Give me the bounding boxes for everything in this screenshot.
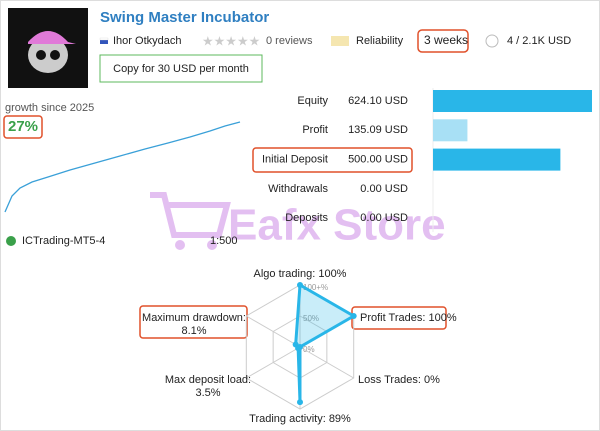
stat-label: Deposits	[285, 212, 328, 224]
stat-label: Profit	[302, 124, 328, 136]
radar-label: Profit Trades: 100%	[360, 312, 457, 324]
radar-point	[297, 282, 303, 288]
verified-icon	[6, 236, 16, 246]
stat-bar	[433, 148, 561, 171]
subscribers: 4 / 2.1K USD	[507, 35, 571, 47]
radar-point	[292, 341, 299, 348]
radar-point	[350, 313, 357, 319]
radar-label: 3.5%	[195, 387, 220, 399]
flag	[100, 38, 108, 44]
radar-spoke	[299, 346, 354, 379]
rating-stars: ★★★★★	[202, 33, 260, 48]
avatar-eye	[50, 50, 60, 60]
stat-label: Initial Deposit	[262, 154, 328, 166]
highlight-box	[3, 115, 43, 139]
cart-wheel	[175, 240, 185, 250]
stat-value: 624.10 USD	[348, 95, 408, 107]
avatar-cap	[28, 31, 76, 44]
radar-label: 8.1%	[181, 325, 206, 337]
signal-age: 3 weeks	[424, 33, 468, 47]
stat-bar	[433, 119, 468, 142]
stat-label: Equity	[297, 95, 328, 107]
radar-label: Max deposit load:	[165, 374, 251, 386]
server[interactable]: ICTrading-MT5-4	[22, 235, 105, 247]
stat-value: 0.00 USD	[360, 212, 408, 224]
signal-title[interactable]: Swing Master Incubator	[100, 9, 269, 26]
watermark-text: Eafx Store	[228, 201, 446, 250]
copy-button[interactable]	[99, 54, 263, 83]
growth-line	[4, 121, 241, 213]
radar-label: Maximum drawdown:	[142, 312, 246, 324]
avatar-skull	[28, 37, 68, 73]
copy-button-label[interactable]: Copy for 30 USD per month	[113, 63, 249, 75]
avatar-eye	[36, 50, 46, 60]
radar-point	[297, 399, 303, 406]
highlight-box	[139, 305, 248, 339]
author[interactable]: Ihor Otkydach	[113, 35, 181, 47]
stat-value: 0.00 USD	[360, 183, 408, 195]
cart-wheel	[207, 240, 217, 250]
leverage: 1:500	[210, 235, 238, 247]
subscribers-icon	[485, 34, 499, 48]
reliability-icon	[331, 36, 349, 46]
radar-tick-label: 100+%	[303, 283, 328, 292]
cart-icon	[150, 192, 231, 238]
stat-value: 500.00 USD	[348, 154, 408, 166]
flag-stripe	[99, 37, 109, 41]
radar-spoke	[246, 346, 301, 379]
reviews[interactable]: 0 reviews	[266, 35, 313, 47]
radar-tick-label: 50%	[303, 314, 319, 323]
growth-label: growth since 2025	[5, 102, 94, 114]
radar-label: Algo trading: 100%	[254, 268, 347, 280]
watermark: Eafx Store	[150, 192, 446, 250]
highlight-box	[417, 29, 469, 53]
radar-spoke	[246, 315, 301, 348]
radar-label: Trading activity: 89%	[249, 413, 351, 425]
radar-tick-label: 0%	[303, 345, 315, 354]
highlight-box	[252, 147, 413, 173]
radar-label: Loss Trades: 0%	[358, 374, 440, 386]
stat-value: 135.09 USD	[348, 124, 408, 136]
stat-label: Withdrawals	[268, 183, 328, 195]
growth-value: 27%	[8, 118, 38, 135]
stat-bar	[433, 90, 592, 112]
reliability: Reliability	[356, 35, 404, 47]
